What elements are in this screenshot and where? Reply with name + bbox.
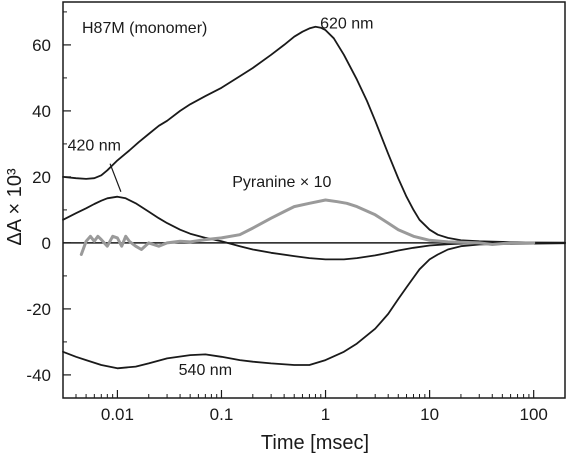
y-tick-label: 0: [42, 234, 51, 253]
plot-frame: [62, 1, 566, 399]
series-line-540-nm: [62, 242, 566, 370]
axis-ticks: 0.01 0.1 1 10 100 -40 -20 0 20 40 60: [26, 11, 566, 424]
y-tick-label: 20: [32, 168, 51, 187]
data-series: [62, 25, 566, 370]
series-line-pyranine-10: [79, 198, 536, 256]
series-line-420-nm: [62, 195, 566, 261]
y-tick-label: 40: [32, 102, 51, 121]
annotation-pyranine-10: Pyranine × 10: [232, 174, 331, 191]
annotation-540-nm: 540 nm: [179, 362, 232, 379]
annotation-620-nm: 620 nm: [320, 15, 373, 32]
y-axis-title: ΔA × 10³: [4, 168, 26, 246]
x-tick-label: 10: [420, 405, 439, 424]
annotations: 620 nm 420 nm 540 nm Pyranine × 10: [68, 15, 374, 379]
x-tick-label: 100: [519, 405, 547, 424]
x-tick-label: 0.01: [101, 405, 134, 424]
y-tick-label: -20: [26, 300, 51, 319]
y-tick-label: -40: [26, 366, 51, 385]
panel-label: H87M (monomer): [82, 20, 207, 37]
annotation-leader-420-nm: [109, 163, 122, 192]
plot-area: [62, 1, 566, 399]
x-tick-label: 0.1: [210, 405, 234, 424]
x-axis-title: Time [msec]: [261, 432, 369, 454]
y-tick-label: 60: [32, 36, 51, 55]
series-line-620-nm: [62, 25, 566, 244]
annotation-420-nm: 420 nm: [68, 138, 121, 155]
x-tick-label: 1: [321, 405, 330, 424]
